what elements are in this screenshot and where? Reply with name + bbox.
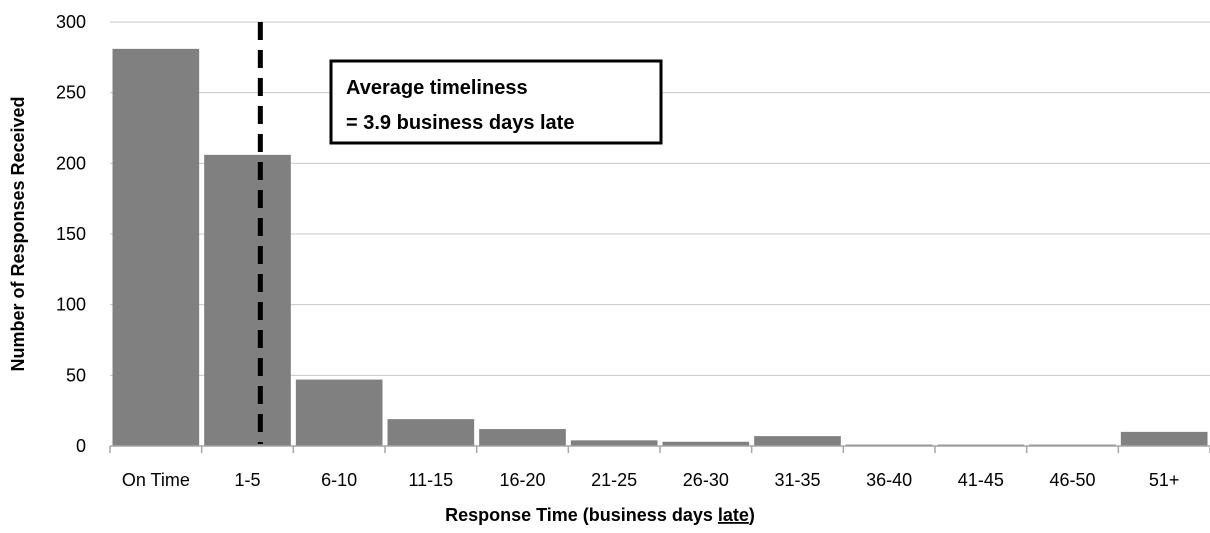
y-tick-label-250: 250 (56, 83, 86, 103)
bar-21-25 (570, 440, 658, 446)
bar-1-5 (204, 154, 291, 446)
bar-6-10 (295, 379, 383, 446)
x-tick-marks (109, 446, 1210, 453)
x-tick-label-36-40: 36-40 (866, 470, 912, 490)
x-tick-labels: On Time 1-5 6-10 11-15 16-20 21-25 26-30 31-35 3… (122, 470, 1180, 490)
x-tick-label-41-45: 41-45 (958, 470, 1004, 490)
x-tick-label-21-25: 21-25 (591, 470, 637, 490)
x-tick-label-16-20: 16-20 (499, 470, 545, 490)
bar-16-20 (479, 429, 566, 446)
annotation-box: Average timeliness = 3.9 business days l… (329, 59, 663, 145)
y-tick-label-200: 200 (56, 153, 86, 173)
y-tick-label-300: 300 (56, 12, 86, 32)
bar-on-time (112, 48, 200, 446)
y-tick-label-100: 100 (56, 295, 86, 315)
bar-11-15 (387, 419, 475, 446)
y-tick-label-50: 50 (66, 365, 86, 385)
x-tick-label-on-time: On Time (122, 470, 190, 490)
x-tick-label-26-30: 26-30 (683, 470, 729, 490)
x-axis-title-underlined: late (718, 505, 749, 525)
x-axis-title-suffix: ) (749, 505, 755, 525)
bars (112, 48, 1208, 446)
x-tick-label-11-15: 11-15 (408, 470, 453, 490)
annotation-line-1: Average timeliness (346, 77, 528, 99)
x-tick-label-46-50: 46-50 (1049, 470, 1095, 490)
y-tick-label-150: 150 (56, 224, 86, 244)
bar-51- (1120, 431, 1208, 446)
annotation-line-2: = 3.9 business days late (346, 112, 574, 134)
x-tick-label-6-10: 6-10 (321, 470, 357, 490)
x-tick-label-51-: 51+ (1149, 470, 1180, 490)
x-tick-label-1-5: 1-5 (234, 470, 260, 490)
annotation-border (329, 59, 663, 145)
x-axis-title: Response Time (business days late) (445, 505, 755, 525)
y-tick-labels: 0 50 100 150 200 250 300 (56, 12, 86, 456)
x-axis-title-prefix: Response Time (business days (445, 505, 718, 525)
y-axis-title: Number of Responses Received (8, 96, 28, 371)
bar-26-30 (662, 441, 750, 446)
y-tick-label-0: 0 (76, 436, 86, 456)
bar-31-35 (754, 436, 841, 446)
x-tick-label-31-35: 31-35 (774, 470, 820, 490)
